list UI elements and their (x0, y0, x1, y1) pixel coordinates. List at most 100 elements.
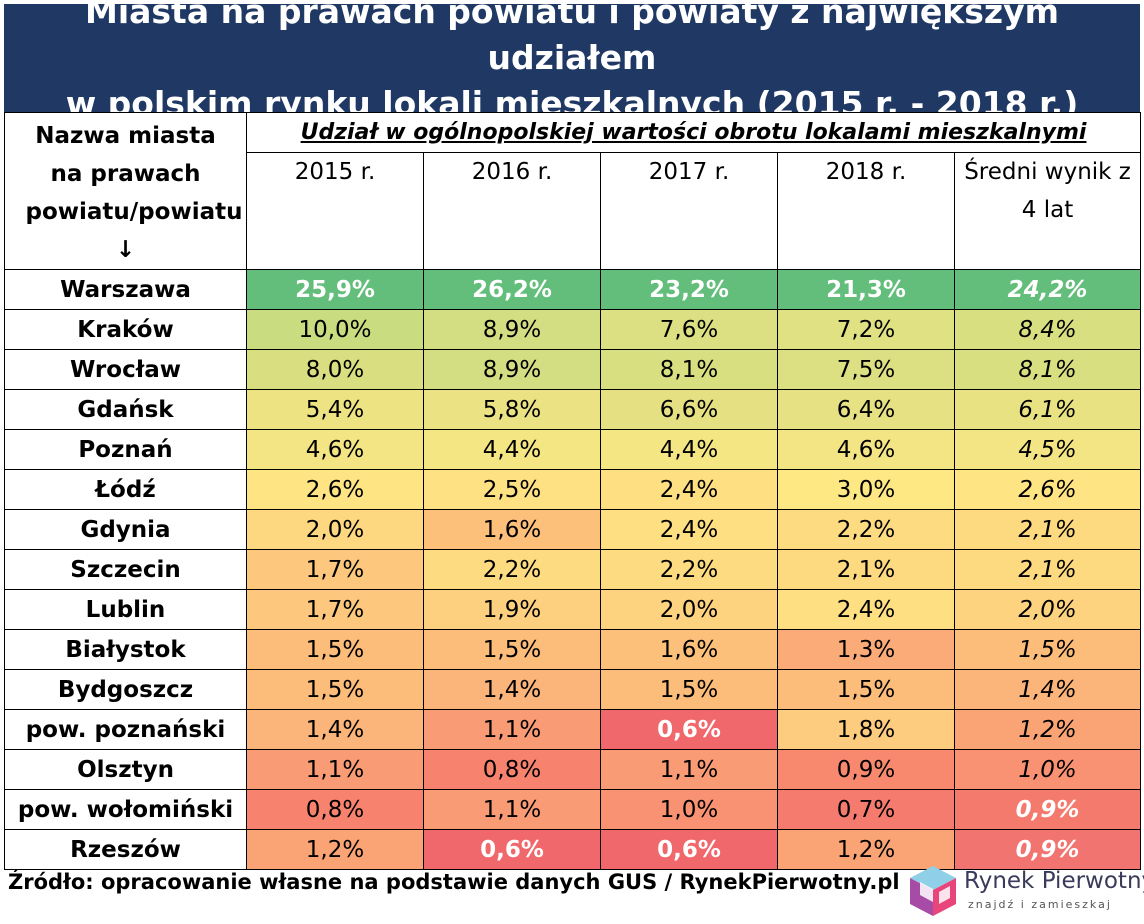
value-cell: 5,8% (423, 389, 601, 430)
value-cell: 8,1% (953, 349, 1142, 390)
logo-brand: Rynek Pierwotny (964, 868, 1144, 894)
value-cell: 0,9% (777, 749, 955, 790)
value-cell: 2,4% (600, 509, 778, 550)
value-cell: 1,6% (423, 509, 601, 550)
value-cell: 2,1% (953, 549, 1142, 590)
value-cell: 1,7% (246, 589, 424, 630)
value-cell: 1,4% (246, 709, 424, 750)
table-row: Wrocław 8,0% 8,9% 8,1% 7,5% 8,1% (4, 349, 1142, 390)
value-cell: 6,1% (953, 389, 1142, 430)
value-cell: 2,4% (777, 589, 955, 630)
table-body: Warszawa 25,9% 26,2% 23,2% 21,3% 24,2% Kraków 1… (4, 269, 1142, 870)
name-header: Nazwa miasta na prawach powiatu/powiatu … (4, 112, 247, 270)
value-cell: 2,0% (246, 509, 424, 550)
value-cell: 1,2% (246, 829, 424, 870)
value-cell: 25,9% (246, 269, 424, 310)
value-cell: 1,0% (600, 789, 778, 830)
value-cell: 26,2% (423, 269, 601, 310)
data-table: Nazwa miasta na prawach powiatu/powiatu … (4, 111, 1142, 870)
value-cell: 8,1% (600, 349, 778, 390)
group-header: Udział w ogólnopolskiej wartości obrotu … (245, 111, 1142, 154)
value-cell: 2,2% (600, 549, 778, 590)
value-cell: 24,2% (953, 269, 1142, 310)
value-cell: 1,2% (777, 829, 955, 870)
value-cell: 1,5% (246, 629, 424, 670)
title-line: Miasta na prawach powiatu i powiaty z na… (85, 0, 1059, 77)
value-cell: 7,5% (777, 349, 955, 390)
row-name: Poznań (4, 429, 247, 470)
column-header: 2018 r. (777, 152, 955, 270)
value-cell: 1,3% (777, 629, 955, 670)
value-cell: 4,4% (423, 429, 601, 470)
column-header: Średni wynik z 4 lat (953, 152, 1142, 270)
value-cell: 8,0% (246, 349, 424, 390)
table-row: Kraków 10,0% 8,9% 7,6% 7,2% 8,4% (4, 309, 1142, 350)
value-cell: 2,1% (777, 549, 955, 590)
title-bar: Miasta na prawach powiatu i powiaty z na… (4, 0, 1140, 123)
value-cell: 4,6% (246, 429, 424, 470)
value-cell: 2,2% (777, 509, 955, 550)
value-cell: 3,0% (777, 469, 955, 510)
value-cell: 0,9% (953, 829, 1142, 870)
table-row: Bydgoszcz 1,5% 1,4% 1,5% 1,5% 1,4% (4, 669, 1142, 710)
value-cell: 1,5% (600, 669, 778, 710)
column-header-text: 2016 r. (471, 159, 553, 186)
value-cell: 7,6% (600, 309, 778, 350)
row-name: pow. wołomiński (4, 789, 247, 830)
value-cell: 1,1% (246, 749, 424, 790)
column-header: 2017 r. (600, 152, 778, 270)
column-header-row: 2015 r. 2016 r. 2017 r. 2018 r. Średni wynik… (5, 152, 1142, 270)
row-name: Rzeszów (4, 829, 247, 870)
value-cell: 7,2% (777, 309, 955, 350)
value-cell: 1,5% (953, 629, 1142, 670)
table-row: pow. wołomiński 0,8% 1,1% 1,0% 0,7% 0,9% (4, 789, 1142, 830)
value-cell: 1,5% (423, 629, 601, 670)
value-cell: 2,0% (953, 589, 1142, 630)
table-row: Rzeszów 1,2% 0,6% 0,6% 1,2% 0,9% (4, 829, 1142, 870)
value-cell: 5,4% (246, 389, 424, 430)
logo-tagline: znajdź i zamieszkaj (968, 898, 1112, 911)
value-cell: 1,6% (600, 629, 778, 670)
logo: Rynek Pierwotny znajdź i zamieszkaj (906, 862, 1144, 920)
table-row: Gdańsk 5,4% 5,8% 6,6% 6,4% 6,1% (4, 389, 1142, 430)
value-cell: 0,7% (777, 789, 955, 830)
value-cell: 1,8% (777, 709, 955, 750)
source-note: Źródło: opracowanie własne na podstawie … (8, 870, 900, 894)
row-name: Kraków (4, 309, 247, 350)
value-cell: 8,4% (953, 309, 1142, 350)
table-row: Gdynia 2,0% 1,6% 2,4% 2,2% 2,1% (4, 509, 1142, 550)
value-cell: 1,1% (423, 789, 601, 830)
value-cell: 2,4% (600, 469, 778, 510)
row-name: Łódź (4, 469, 247, 510)
row-name: Szczecin (4, 549, 247, 590)
column-header-text: 2018 r. (825, 159, 907, 186)
value-cell: 1,5% (777, 669, 955, 710)
value-cell: 0,8% (246, 789, 424, 830)
value-cell: 2,0% (600, 589, 778, 630)
value-cell: 0,9% (953, 789, 1142, 830)
value-cell: 6,6% (600, 389, 778, 430)
name-header-text: Nazwa miasta na prawach powiatu/powiatu (25, 123, 243, 225)
value-cell: 10,0% (246, 309, 424, 350)
value-cell: 1,2% (953, 709, 1142, 750)
column-header-text: 2017 r. (648, 159, 730, 186)
value-cell: 4,5% (953, 429, 1142, 470)
row-name: Gdynia (4, 509, 247, 550)
value-cell: 1,9% (423, 589, 601, 630)
value-cell: 2,1% (953, 509, 1142, 550)
column-header-text: 2015 r. (294, 159, 376, 186)
table-row: Lublin 1,7% 1,9% 2,0% 2,4% 2,0% (4, 589, 1142, 630)
table-row: Białystok 1,5% 1,5% 1,6% 1,3% 1,5% (4, 629, 1142, 670)
table-row: Olsztyn 1,1% 0,8% 1,1% 0,9% 1,0% (4, 749, 1142, 790)
value-cell: 0,6% (423, 829, 601, 870)
value-cell: 1,4% (953, 669, 1142, 710)
value-cell: 1,0% (953, 749, 1142, 790)
value-cell: 0,6% (600, 829, 778, 870)
table-row: Łódź 2,6% 2,5% 2,4% 3,0% 2,6% (4, 469, 1142, 510)
row-name: Wrocław (4, 349, 247, 390)
table-row: pow. poznański 1,4% 1,1% 0,6% 1,8% 1,2% (4, 709, 1142, 750)
value-cell: 8,9% (423, 309, 601, 350)
value-cell: 23,2% (600, 269, 778, 310)
value-cell: 2,6% (953, 469, 1142, 510)
